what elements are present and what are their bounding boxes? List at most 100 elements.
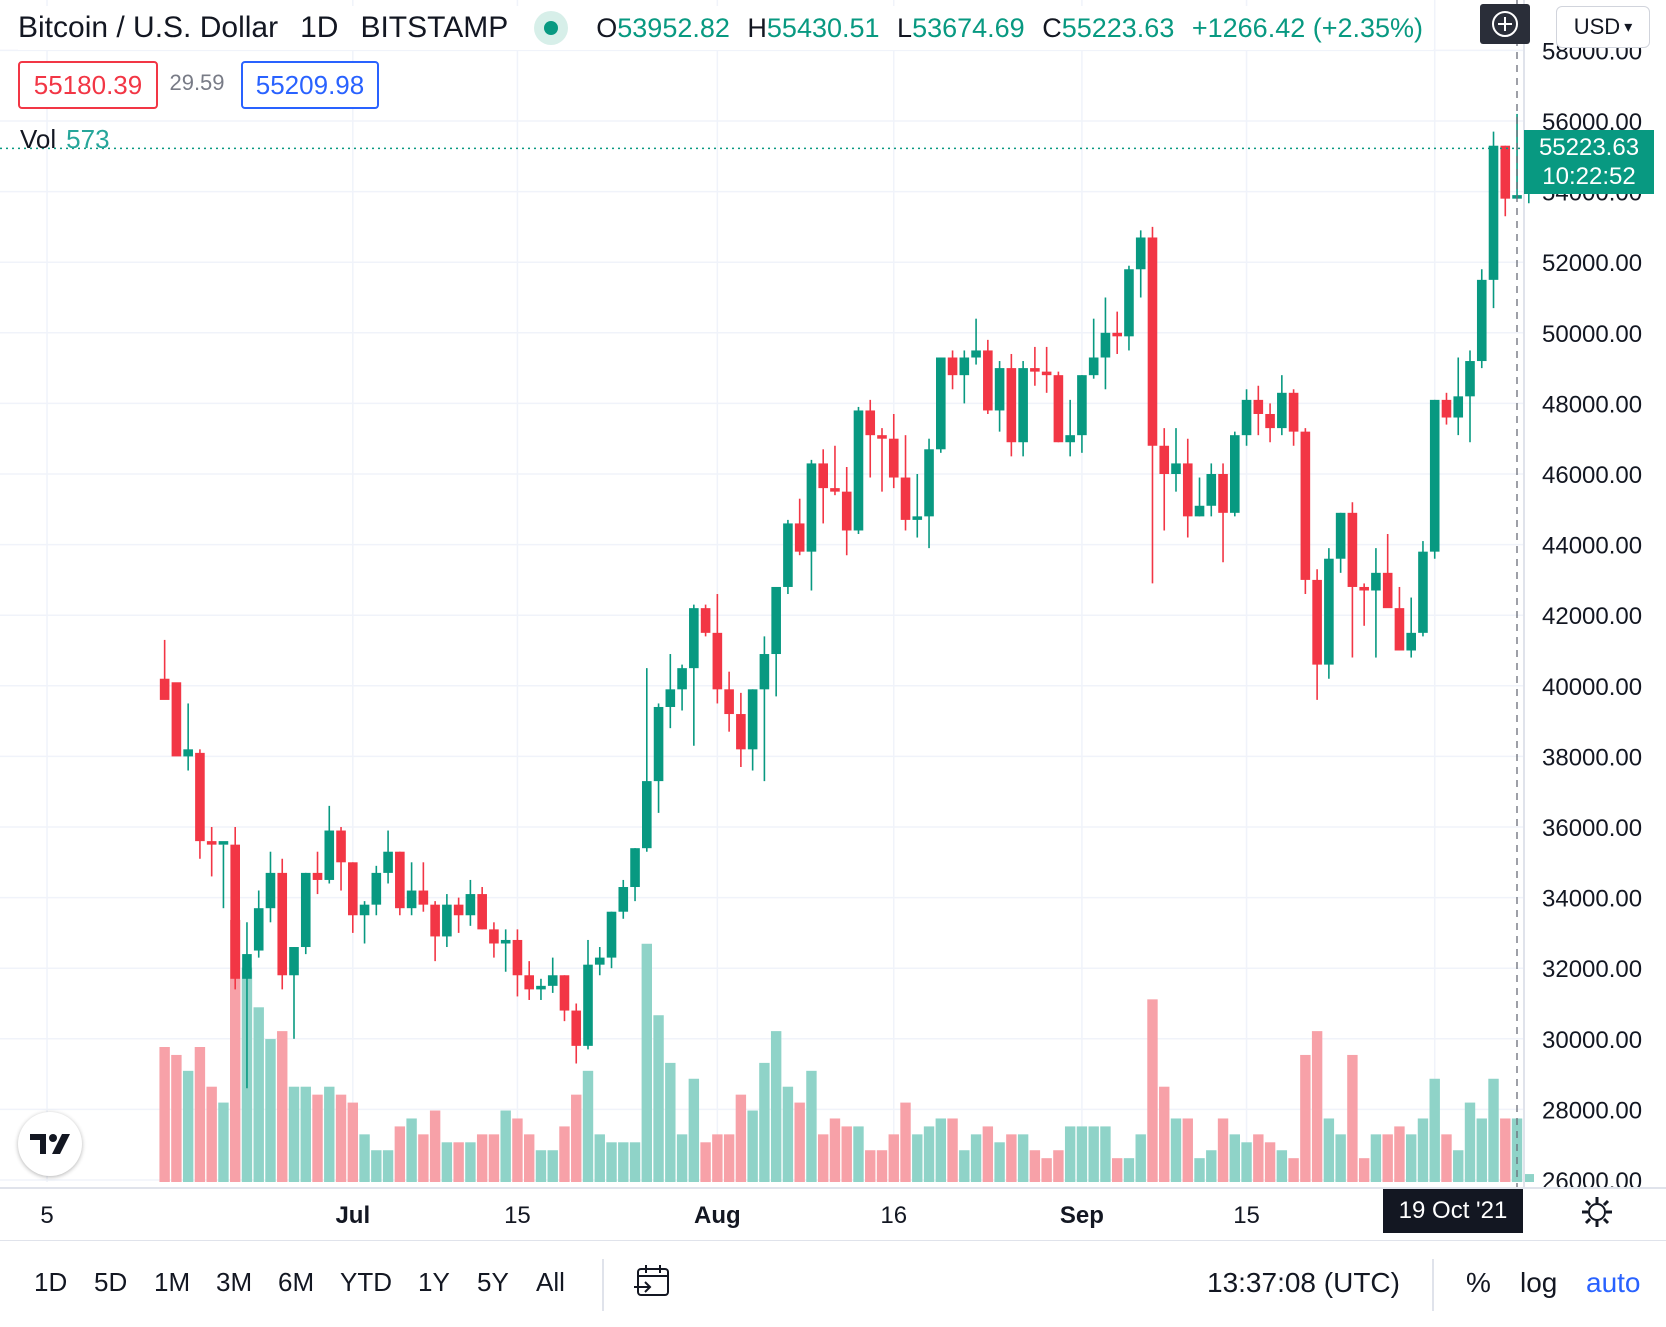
interval-label[interactable]: 1D [300, 11, 339, 44]
volume-bar [935, 1118, 946, 1182]
volume-bar [182, 1070, 194, 1182]
candle-body [983, 350, 993, 411]
candle-body [1359, 586, 1369, 591]
candle-body [1065, 435, 1075, 443]
timeframe-all[interactable]: All [536, 1267, 565, 1297]
volume-bar [571, 1094, 582, 1182]
sell-button[interactable]: 55180.39 [18, 61, 158, 109]
candle-body [1394, 608, 1405, 651]
volume-bar [1194, 1158, 1205, 1182]
tradingview-logo-icon[interactable] [18, 1112, 82, 1176]
currency-dropdown[interactable]: USD ▾ [1556, 6, 1650, 48]
volume-bar [441, 1142, 453, 1182]
utc-clock[interactable]: 13:37:08 (UTC) [1207, 1267, 1400, 1298]
toolbar-divider [1432, 1259, 1434, 1311]
last-price-label: 55223.63 10:22:52 [1524, 130, 1654, 194]
volume-bar [1500, 1118, 1511, 1182]
volume-bar [453, 1142, 464, 1182]
candle-body [1453, 396, 1464, 418]
candle-body [383, 851, 393, 873]
volume-bar [865, 1150, 876, 1182]
buy-button[interactable]: 55209.98 [241, 61, 379, 109]
candle-body [1112, 332, 1122, 337]
candle-body [371, 872, 382, 905]
volume-bar [770, 1031, 782, 1182]
candle-body [406, 890, 417, 909]
open-value: 53952.82 [617, 12, 730, 43]
percent-toggle[interactable]: % [1466, 1267, 1491, 1298]
volume-bar [324, 1086, 335, 1182]
candle-body [724, 689, 734, 715]
volume-bar [488, 1134, 500, 1182]
volume-bar [394, 1126, 406, 1182]
y-tick-label: 50000.00 [1542, 321, 1642, 348]
symbol-legend[interactable]: Bitcoin / U.S. Dollar 1D BITSTAMP O53952… [18, 6, 1434, 50]
timeframe-1m[interactable]: 1M [154, 1267, 191, 1297]
candle-body [1218, 474, 1228, 513]
volume-bar [277, 1031, 288, 1182]
timeframe-1d[interactable]: 1D [34, 1267, 68, 1297]
volume-bar [794, 1102, 805, 1182]
volume-bar [665, 1062, 676, 1182]
volume-bar [1347, 1054, 1358, 1182]
volume-bar [1429, 1078, 1440, 1182]
candle-body [606, 911, 617, 958]
volume-bar [606, 1142, 617, 1182]
timeframe-5d[interactable]: 5D [94, 1267, 128, 1297]
candle-body [500, 939, 511, 944]
candle-body [1018, 368, 1028, 443]
calendar-goto-icon[interactable] [634, 1263, 674, 1306]
volume-bar [829, 1118, 841, 1182]
y-tick-label: 28000.00 [1542, 1097, 1642, 1124]
y-tick-label: 52000.00 [1542, 250, 1642, 277]
bar-countdown: 10:22:52 [1542, 163, 1636, 190]
volume-bar [512, 1118, 523, 1182]
candle-body [771, 586, 781, 655]
candle-body [653, 706, 664, 782]
x-tick-label: 15 [1233, 1202, 1260, 1229]
close-key: C [1042, 12, 1062, 43]
candle-body [1135, 237, 1146, 270]
timeframe-6m[interactable]: 6M [278, 1267, 315, 1297]
volume-bar [230, 919, 241, 1182]
volume-bar [406, 1118, 417, 1182]
timeframe-ytd[interactable]: YTD [340, 1267, 392, 1297]
volume-bar [265, 1039, 276, 1182]
plus-circle-icon[interactable] [1480, 4, 1530, 44]
volume-bar [806, 1070, 817, 1182]
volume-bar [582, 1070, 594, 1182]
volume-bar [1064, 1126, 1076, 1182]
candle-body [1206, 474, 1217, 506]
volume-bar [1358, 1158, 1370, 1182]
candle-body [1030, 368, 1040, 372]
candle-body [230, 844, 240, 979]
candle-body [677, 668, 687, 690]
y-tick-label: 30000.00 [1542, 1027, 1642, 1054]
candle-body [865, 410, 876, 436]
timeframe-3m[interactable]: 3M [216, 1267, 253, 1297]
candle-body [783, 523, 793, 587]
candle-body [1500, 145, 1511, 199]
bottom-toolbar: 1D 5D 1M 3M 6M YTD 1Y 5Y All 13:37:08 (U… [0, 1240, 1666, 1327]
volume-bar [253, 1007, 264, 1182]
candle-body [642, 781, 652, 849]
candle-body [465, 894, 476, 916]
y-tick-label: 34000.00 [1542, 886, 1642, 913]
candle-body [747, 689, 758, 750]
symbol-name[interactable]: Bitcoin / U.S. Dollar [18, 11, 279, 44]
gear-icon[interactable] [1577, 1192, 1617, 1232]
candle-body [1006, 368, 1017, 443]
volume-bar [1417, 1118, 1429, 1182]
timeframe-1y[interactable]: 1Y [418, 1267, 450, 1297]
candle-body [1159, 445, 1170, 474]
candle-body [841, 491, 852, 531]
volume-bar [418, 1134, 429, 1182]
auto-toggle[interactable]: auto [1586, 1267, 1641, 1298]
log-toggle[interactable]: log [1520, 1267, 1558, 1298]
volume-bar [700, 1142, 711, 1182]
volume-legend[interactable]: Vol 573 [20, 124, 110, 155]
timeframe-5y[interactable]: 5Y [477, 1267, 509, 1297]
volume-bar [723, 1134, 735, 1182]
y-tick-label: 44000.00 [1542, 533, 1642, 560]
